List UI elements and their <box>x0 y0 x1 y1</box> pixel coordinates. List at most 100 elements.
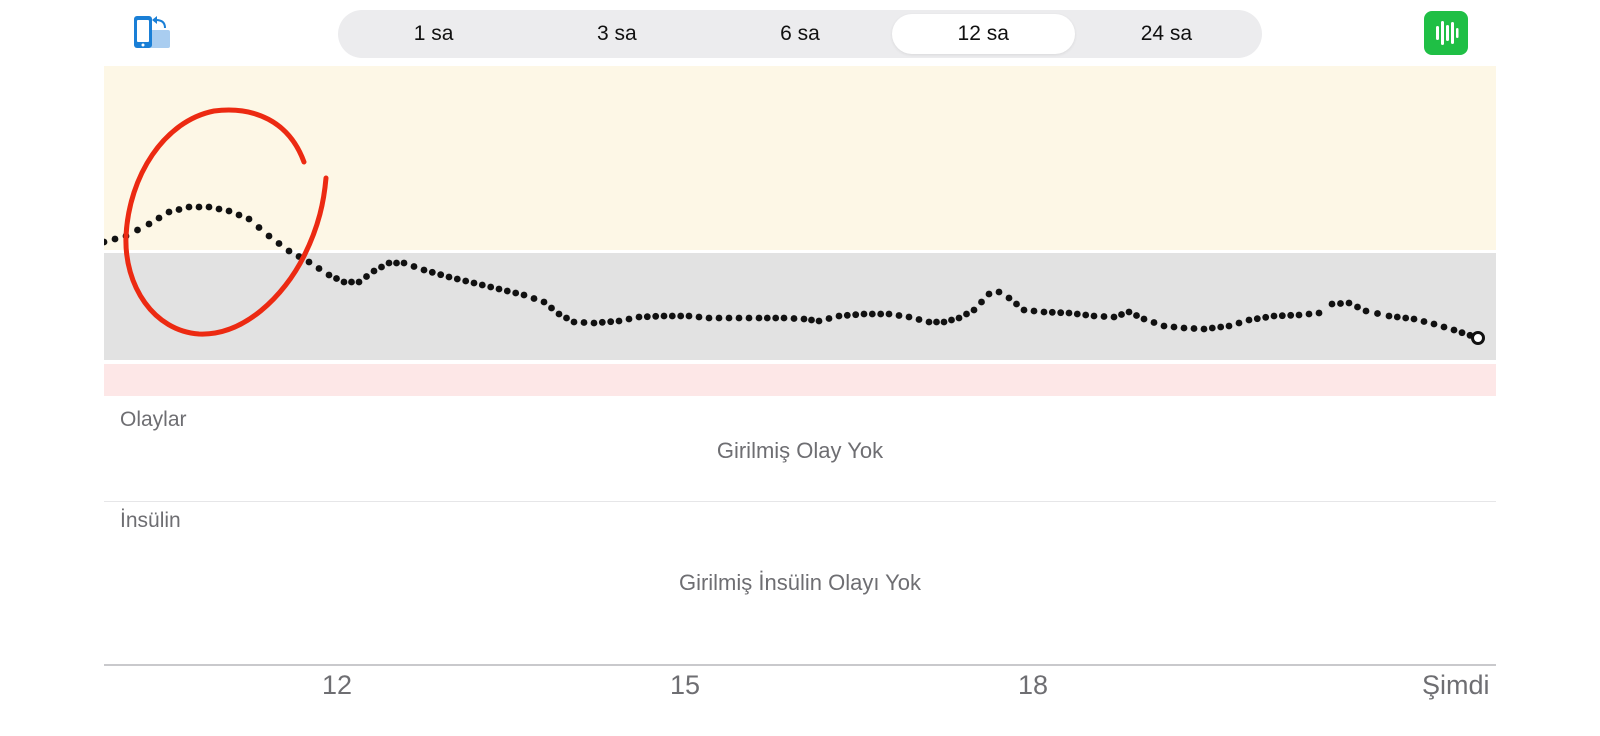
glucose-reading-dot <box>685 312 693 320</box>
glucose-reading-dot <box>1110 313 1118 321</box>
glucose-readings <box>104 203 1474 339</box>
glucose-reading-dot <box>808 316 815 324</box>
glucose-reading-dot <box>1013 300 1020 308</box>
x-tick-18: 18 <box>1018 670 1049 700</box>
glucose-reading-dot <box>333 275 340 282</box>
glucose-reading-dot <box>615 317 623 325</box>
glucose-reading-dot <box>580 319 588 326</box>
glucose-reading-dot <box>1048 308 1056 316</box>
glucose-reading-dot <box>315 265 323 272</box>
glucose-reading-dot <box>155 214 163 222</box>
glucose-reading-dot <box>825 315 833 322</box>
glucose-reading-dot <box>800 315 808 323</box>
glucose-reading-dot <box>363 273 370 280</box>
glucose-reading-dot <box>225 207 233 215</box>
glucose-reading-dot <box>1402 314 1410 322</box>
glucose-reading-dot <box>860 310 868 318</box>
glucose-reading-dot <box>1458 329 1466 337</box>
insulin-label: İnsülin <box>120 509 181 532</box>
glucose-reading-dot <box>548 304 555 312</box>
glucose-reading-dot <box>1005 294 1013 302</box>
glucose-reading-dot <box>495 285 503 293</box>
glucose-reading-dot <box>445 273 453 281</box>
glucose-reading-dot <box>1040 308 1048 316</box>
glucose-reading-dot <box>925 318 933 326</box>
glucose-reading-dot <box>695 313 703 321</box>
live-readings-button[interactable] <box>1424 11 1468 55</box>
glucose-reading-dot <box>165 208 173 216</box>
glucose-reading-dot <box>1374 310 1381 317</box>
glucose-reading-dot <box>1305 310 1313 318</box>
rotate-view-button[interactable] <box>132 14 176 54</box>
glucose-reading-dot <box>1150 319 1158 326</box>
latest-reading-marker[interactable] <box>1471 331 1485 345</box>
glucose-reading-dot <box>1082 311 1090 319</box>
glucose-reading-dot <box>668 312 676 320</box>
glucose-reading-dot <box>1020 306 1028 314</box>
glucose-reading-dot <box>348 278 355 286</box>
glucose-reading-dot <box>940 318 948 326</box>
glucose-reading-dot <box>933 318 940 326</box>
glucose-chart-svg <box>104 66 1496 396</box>
glucose-reading-dot <box>1393 313 1401 321</box>
glucose-reading-dot <box>111 235 119 243</box>
glucose-reading-dot <box>470 279 478 287</box>
glucose-reading-dot <box>755 314 763 322</box>
glucose-reading-dot <box>790 315 798 322</box>
glucose-reading-dot <box>487 283 495 291</box>
glucose-reading-dot <box>1073 310 1081 318</box>
glucose-reading-dot <box>705 314 713 322</box>
glucose-reading-dot <box>420 266 428 274</box>
glucose-reading-dot <box>385 259 393 267</box>
glucose-reading-dot <box>607 318 615 326</box>
glucose-reading-dot <box>868 310 876 318</box>
glucose-reading-dot <box>1345 299 1353 307</box>
glucose-reading-dot <box>1450 326 1458 334</box>
glucose-reading-dot <box>275 240 283 247</box>
glucose-reading-dot <box>1180 324 1188 332</box>
glucose-reading-dot <box>677 312 685 320</box>
glucose-reading-dot <box>540 298 548 306</box>
x-tick-15: 15 <box>670 670 701 700</box>
glucose-reading-dot <box>780 314 788 322</box>
glucose-reading-dot <box>265 232 273 240</box>
glucose-reading-dot <box>400 259 408 267</box>
glucose-reading-dot <box>1245 316 1253 324</box>
range-tab-3h[interactable]: 3 sa <box>596 22 637 45</box>
glucose-reading-dot <box>915 316 923 323</box>
glucose-reading-dot <box>660 312 668 320</box>
glucose-reading-dot <box>555 310 563 318</box>
glucose-reading-dot <box>1057 309 1065 317</box>
glucose-reading-dot <box>815 317 823 325</box>
range-tab-1h[interactable]: 1 sa <box>413 22 454 45</box>
glucose-reading-dot <box>255 224 263 231</box>
glucose-reading-dot <box>1125 308 1133 316</box>
glucose-reading-dot <box>370 267 378 275</box>
glucose-reading-dot <box>305 258 313 266</box>
glucose-reading-dot <box>512 289 520 297</box>
glucose-reading-dot <box>205 203 213 211</box>
glucose-reading-dot <box>145 220 153 228</box>
glucose-reading-dot <box>955 314 963 322</box>
glucose-reading-dot <box>1278 312 1286 320</box>
glucose-reading-dot <box>1362 307 1370 315</box>
glucose-reading-dot <box>1118 311 1125 318</box>
glucose-reading-dot <box>134 226 141 234</box>
range-tab-24h[interactable]: 24 sa <box>1140 22 1193 45</box>
glucose-reading-dot <box>970 306 978 314</box>
glucose-reading-dot <box>175 206 183 213</box>
events-label: Olaylar <box>120 408 187 431</box>
glucose-reading-dot <box>1030 307 1038 315</box>
glucose-reading-dot <box>635 313 643 321</box>
glucose-reading-dot <box>995 288 1003 296</box>
glucose-reading-dot <box>835 312 843 320</box>
glucose-reading-dot <box>1287 311 1295 319</box>
glucose-reading-dot <box>895 312 903 319</box>
glucose-reading-dot <box>763 314 771 322</box>
glucose-reading-dot <box>437 271 445 279</box>
range-tab-12h[interactable]: 12 sa <box>891 14 1075 54</box>
glucose-reading-dot <box>563 314 570 322</box>
glucose-reading-dot <box>985 290 993 298</box>
range-tab-6h[interactable]: 6 sa <box>780 22 820 45</box>
glucose-reading-dot <box>1420 318 1428 325</box>
